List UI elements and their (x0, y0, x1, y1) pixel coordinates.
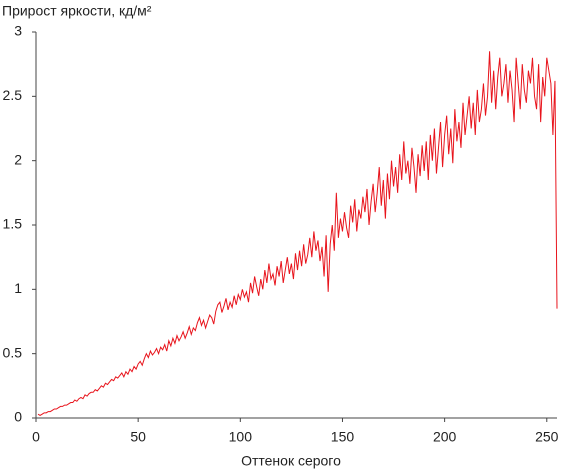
y-tick-label: 2.5 (3, 87, 23, 103)
x-tick-label: 200 (433, 429, 457, 445)
series-line (37, 51, 558, 417)
y-tick-label: 2 (14, 151, 22, 167)
x-tick-label: 100 (229, 429, 253, 445)
x-tick-label: 150 (331, 429, 355, 445)
y-tick-label: 3 (14, 23, 22, 39)
y-tick-label: 0 (14, 409, 22, 425)
x-tick-label: 250 (535, 429, 559, 445)
y-tick-label: 1 (14, 280, 22, 296)
y-tick-label: 0.5 (3, 344, 23, 360)
y-tick-label: 1.5 (3, 216, 23, 232)
chart-title: Прирост яркости, кд/м² (2, 3, 152, 19)
x-tick-label: 50 (130, 429, 146, 445)
x-axis-label: Оттенок серого (241, 453, 341, 469)
x-tick-label: 0 (32, 429, 40, 445)
